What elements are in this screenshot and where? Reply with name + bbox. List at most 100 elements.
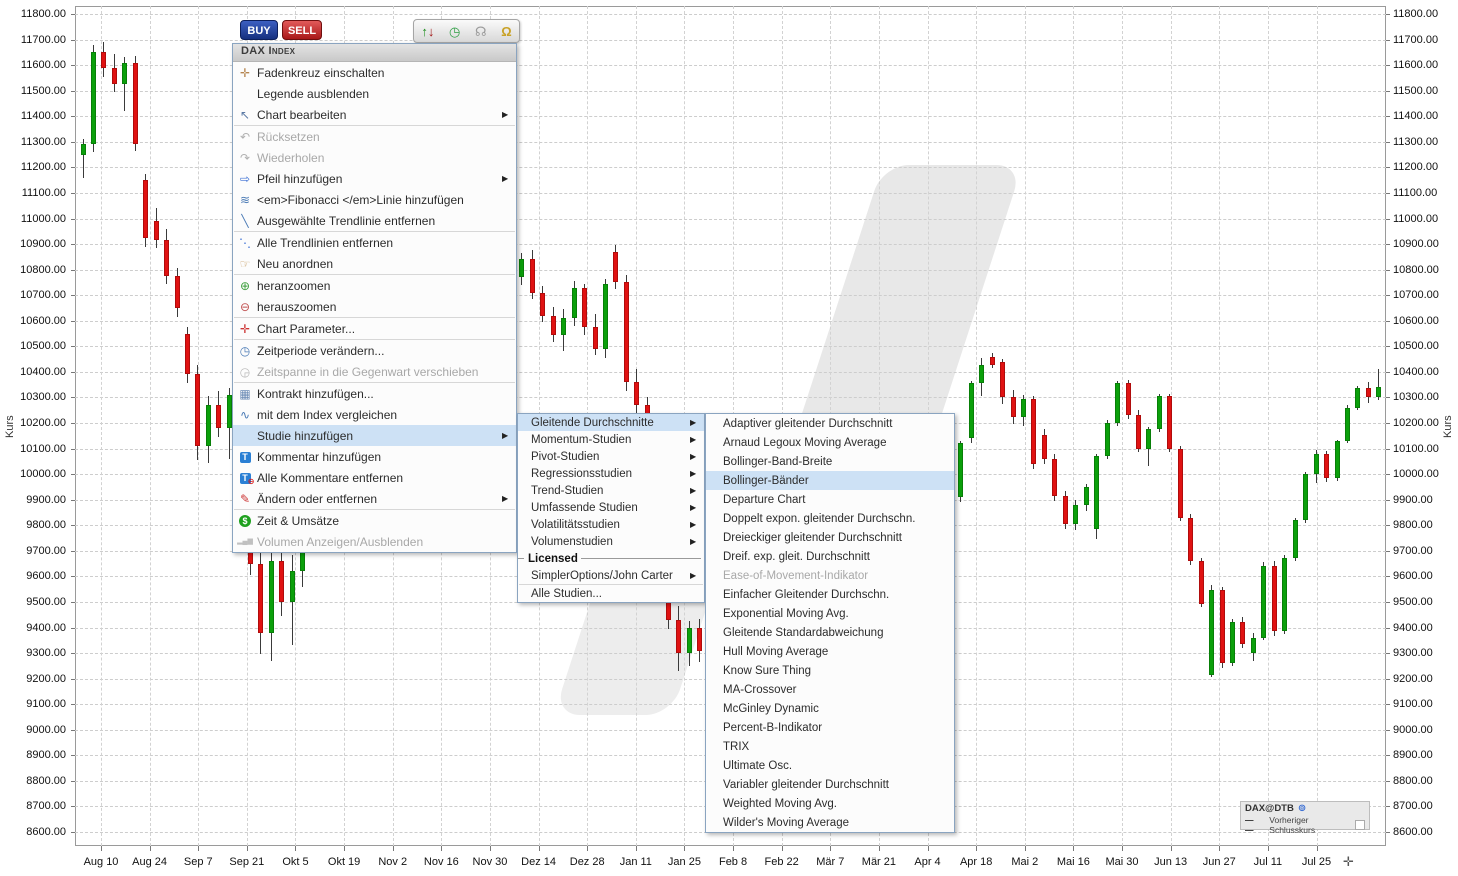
study-category-item-5[interactable]: Umfassende Studien ▶	[518, 499, 704, 516]
candle	[268, 561, 274, 633]
h-gridline	[75, 192, 1386, 194]
moving-average-item-18[interactable]: Ultimate Osc.	[706, 756, 954, 775]
context-menu-item-19[interactable]: T ⊖ Alle Kommentare entfernen	[233, 467, 516, 488]
moving-average-item-20[interactable]: Weighted Moving Avg.	[706, 794, 954, 813]
moving-average-item-4-label: Departure Chart	[723, 493, 806, 506]
moving-average-item-12[interactable]: Hull Moving Average	[706, 642, 954, 661]
submenu-arrow-icon: ▶	[690, 503, 697, 512]
context-menu-item-9[interactable]: ☞ Neu anordnen	[233, 253, 516, 274]
x-axis-label: Mär 7	[816, 856, 845, 868]
candle	[1334, 440, 1340, 478]
y-tick-right	[1386, 780, 1390, 782]
x-tick	[198, 846, 200, 851]
x-axis-label: Jan 11	[619, 856, 652, 868]
context-menu-item-11[interactable]: ⊖ herauszoomen	[233, 296, 516, 317]
chart-legend: DAX@DTB ⊚ — — Vorheriger Schlusskurs	[1240, 801, 1370, 835]
moving-average-item-10[interactable]: Exponential Moving Avg.	[706, 604, 954, 623]
moving-average-item-15[interactable]: McGinley Dynamic	[706, 699, 954, 718]
context-menu-item-0[interactable]: ✛ Fadenkreuz einschalten	[233, 62, 516, 83]
menu-separator	[234, 509, 515, 510]
moving-average-item-6-label: Dreieckiger gleitender Durchschnitt	[723, 531, 902, 544]
context-menu-item-13[interactable]: ◷ Zeitperiode verändern...	[233, 340, 516, 361]
moving-average-item-17[interactable]: TRIX	[706, 737, 954, 756]
candle	[226, 394, 232, 429]
moving-average-item-21[interactable]: Wilder's Moving Average	[706, 813, 954, 832]
sell-button[interactable]: SELL	[282, 20, 322, 40]
moving-average-item-16[interactable]: Percent-B-Indikator	[706, 718, 954, 737]
study-category-item-0[interactable]: Gleitende Durchschnitte ▶	[518, 414, 704, 431]
context-menu-item-15[interactable]: ▦ Kontrakt hinzufügen...	[233, 383, 516, 404]
context-menu-item-6[interactable]: ≋ <em>Fibonacci </em>Linie hinzufügen	[233, 189, 516, 210]
x-axis-label: Feb 8	[718, 856, 748, 868]
context-menu-item-0-label: Fadenkreuz einschalten	[257, 65, 385, 80]
study-category-item-2[interactable]: Pivot-Studien ▶	[518, 448, 704, 465]
moving-average-item-21-label: Wilder's Moving Average	[723, 816, 849, 829]
candle	[1344, 407, 1350, 441]
moving-average-item-3[interactable]: Bollinger-Bänder	[706, 471, 954, 490]
candle	[258, 563, 264, 633]
y-tick-left	[71, 244, 75, 246]
context-menu-item-16[interactable]: ∿ mit dem Index vergleichen	[233, 404, 516, 425]
x-tick	[246, 846, 248, 851]
moving-average-item-4[interactable]: Departure Chart	[706, 490, 954, 509]
buy-button[interactable]: BUY	[240, 20, 278, 40]
moving-average-item-17-label: TRIX	[723, 740, 750, 753]
moving-average-item-6[interactable]: Dreieckiger gleitender Durchschnitt	[706, 528, 954, 547]
study-category-item-3[interactable]: Regressionsstudien ▶	[518, 465, 704, 482]
context-menu-item-17[interactable]: Studie hinzufügen ▶	[233, 425, 516, 446]
y-axis-label-right: 10100.00	[1393, 442, 1439, 455]
context-menu-item-20[interactable]: ✎ Ändern oder entfernen ▶	[233, 488, 516, 509]
moving-average-item-1[interactable]: Arnaud Legoux Moving Average	[706, 433, 954, 452]
study-category-item-6[interactable]: Volatilitätsstudien ▶	[518, 516, 704, 533]
context-menu-item-11-label: herauszoomen	[257, 299, 337, 314]
menu-separator	[519, 584, 703, 585]
price-arrows-icon[interactable]: ↑↓	[421, 23, 435, 39]
y-tick-left	[71, 525, 75, 527]
candle	[1000, 361, 1006, 398]
y-tick-right	[1386, 90, 1390, 92]
moving-average-item-11[interactable]: Gleitende Standardabweichung	[706, 623, 954, 642]
v-gridline	[149, 6, 151, 846]
moving-average-item-9[interactable]: Einfacher Gleitender Durchschn.	[706, 585, 954, 604]
study-category-item-7[interactable]: Volumenstudien ▶	[518, 533, 704, 550]
y-axis-label-right: 9300.00	[1393, 647, 1433, 660]
context-menu-item-1[interactable]: Legende ausblenden	[233, 83, 516, 104]
moving-average-item-20-label: Weighted Moving Avg.	[723, 797, 838, 810]
clock-icon[interactable]: ◷	[448, 23, 461, 39]
moving-average-item-1-label: Arnaud Legoux Moving Average	[723, 436, 887, 449]
context-menu-item-12[interactable]: ✛ Chart Parameter...	[233, 318, 516, 339]
y-axis-label-left: 11100.00	[21, 186, 66, 199]
x-axis-label: Nov 30	[472, 856, 508, 868]
ear-icon[interactable]: ☊	[474, 23, 487, 39]
context-menu-item-15-label: Kontrakt hinzufügen...	[257, 386, 374, 401]
context-menu-item-2-label: Chart bearbeiten	[257, 107, 347, 122]
licensed-study-item-0[interactable]: SimplerOptions/John Carter ▶	[518, 567, 704, 584]
all-studies-item[interactable]: Alle Studien...	[518, 585, 704, 602]
context-menu-item-18[interactable]: T Kommentar hinzufügen	[233, 446, 516, 467]
context-menu-item-7[interactable]: ╲ Ausgewählte Trendlinie entfernen	[233, 210, 516, 231]
moving-average-item-7[interactable]: Dreif. exp. gleit. Durchschnitt	[706, 547, 954, 566]
candle	[1219, 590, 1225, 664]
legend-checkbox[interactable]	[1355, 820, 1365, 830]
study-category-item-0-label: Gleitende Durchschnitte	[531, 416, 654, 429]
bell-icon[interactable]: Ω	[501, 23, 512, 39]
study-category-item-1[interactable]: Momentum-Studien ▶	[518, 431, 704, 448]
candle	[1209, 590, 1215, 675]
moving-average-item-2[interactable]: Bollinger-Band-Breite	[706, 452, 954, 471]
x-tick	[1073, 846, 1075, 851]
context-menu-item-2[interactable]: ↖ Chart bearbeiten ▶	[233, 104, 516, 125]
study-category-item-4[interactable]: Trend-Studien ▶	[518, 482, 704, 499]
context-menu-item-10[interactable]: ⊕ heranzoomen	[233, 275, 516, 296]
x-axis-label: Aug 24	[132, 856, 168, 868]
context-menu-item-5[interactable]: ⇨ Pfeil hinzufügen ▶	[233, 168, 516, 189]
candle	[529, 259, 535, 293]
context-menu-item-21[interactable]: $ Zeit & Umsätze	[233, 510, 516, 531]
y-axis-label-left: 8600.00	[26, 826, 66, 838]
x-tick	[101, 846, 102, 851]
moving-average-item-14[interactable]: MA-Crossover	[706, 680, 954, 699]
moving-average-item-13[interactable]: Know Sure Thing	[706, 661, 954, 680]
moving-average-item-0[interactable]: Adaptiver gleitender Durchschnitt	[706, 414, 954, 433]
moving-average-item-19[interactable]: Variabler gleitender Durchschnitt	[706, 775, 954, 794]
moving-average-item-5[interactable]: Doppelt expon. gleitender Durchschn.	[706, 509, 954, 528]
context-menu-item-8[interactable]: ⋱ Alle Trendlinien entfernen	[233, 232, 516, 253]
